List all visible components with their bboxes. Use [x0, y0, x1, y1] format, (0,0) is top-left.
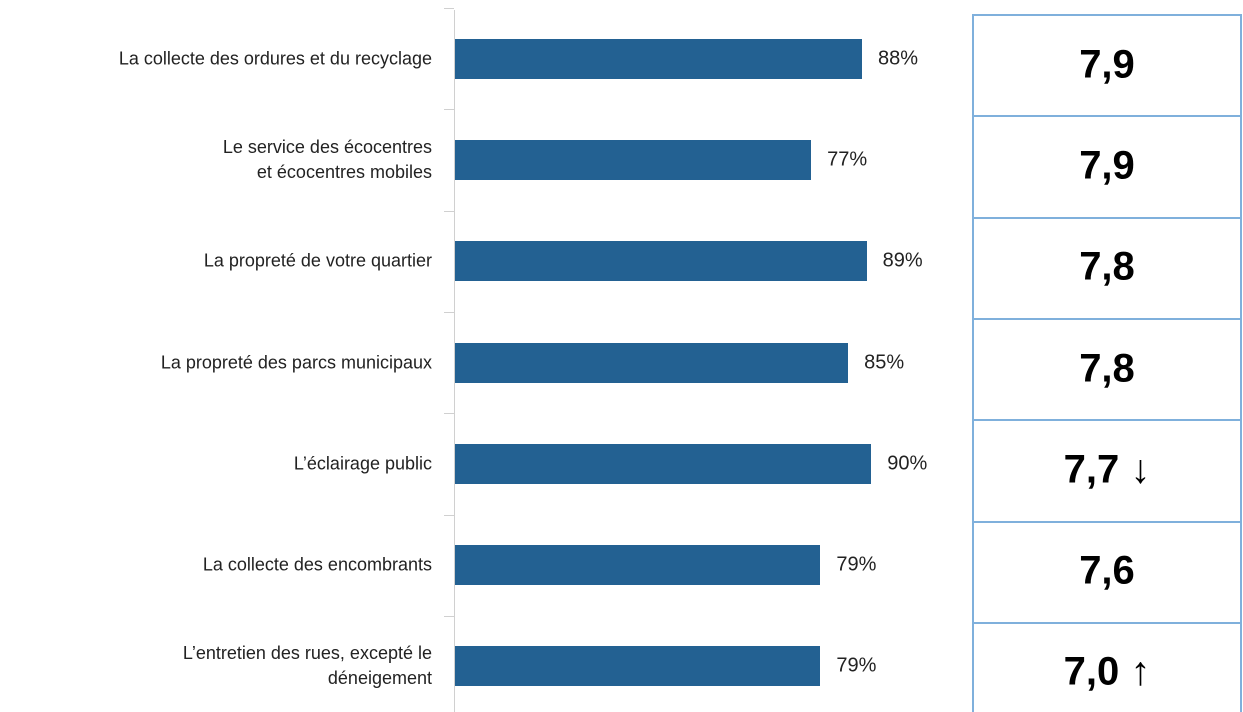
- category-label: La propreté de votre quartier: [203, 250, 432, 271]
- value-label: 77%: [827, 148, 868, 171]
- score: 7,0 ↑: [1063, 649, 1151, 694]
- value-label: 79%: [836, 654, 877, 677]
- table-row-line: [972, 317, 1242, 320]
- table-row-line: [972, 419, 1242, 422]
- tick: [444, 615, 454, 617]
- tick: [444, 311, 454, 313]
- category-label: La collecte des encombrants: [202, 554, 432, 575]
- score: 7,8: [1079, 244, 1135, 289]
- value-label: 79%: [836, 553, 877, 576]
- axis-line: [454, 10, 455, 712]
- value-label: 90%: [887, 452, 928, 475]
- tick: [444, 109, 454, 111]
- category-label: L’entretien des rues, excepté le déneige…: [182, 643, 432, 689]
- category-label: La collecte des ordures et du recyclage: [118, 48, 432, 69]
- bar: [455, 139, 812, 180]
- value-label: 88%: [878, 47, 919, 70]
- bar: [455, 342, 849, 383]
- value-label: 89%: [882, 249, 923, 272]
- table-row-line: [972, 216, 1242, 219]
- tick: [444, 210, 454, 212]
- bar: [455, 545, 821, 586]
- score: 7,9: [1079, 143, 1135, 188]
- score: 7,7 ↓: [1063, 447, 1151, 492]
- table-row-line: [972, 520, 1242, 523]
- bar: [455, 241, 867, 282]
- table-row-line: [972, 115, 1242, 118]
- table-border: [972, 14, 1242, 712]
- bar: [455, 443, 872, 484]
- tick: [444, 8, 454, 9]
- tick: [444, 413, 454, 415]
- value-label: 85%: [864, 351, 905, 374]
- category-label: La propreté des parcs municipaux: [160, 352, 432, 373]
- category-label: L’éclairage public: [293, 453, 432, 474]
- bar: [455, 646, 821, 687]
- table-row-line: [972, 621, 1242, 624]
- category-label: Le service des écocentres et écocentres …: [222, 136, 432, 182]
- bar: [455, 38, 862, 79]
- score: 7,9: [1079, 42, 1135, 87]
- tick: [444, 514, 454, 516]
- score: 7,6: [1079, 548, 1135, 593]
- score: 7,8: [1079, 346, 1135, 391]
